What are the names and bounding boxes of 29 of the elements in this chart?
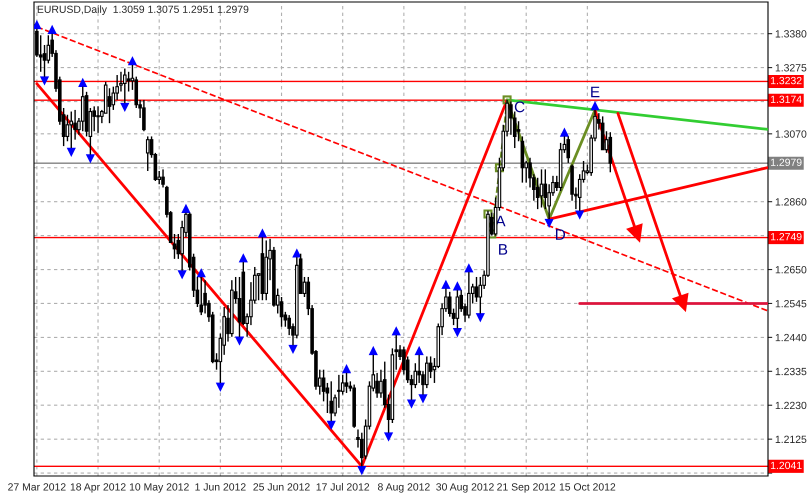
y-tick-label: 1.3070 [776,130,806,138]
x-tick-label: 15 Oct 2012 [560,483,616,491]
x-tick-label: 21 Sep 2012 [497,483,556,493]
x-tick-label: 25 Jun 2012 [253,483,310,491]
x-tick-label: 8 Aug 2012 [378,483,430,493]
ref-line-label: 1.2749 [770,232,802,240]
x-tick-label: 18 Apr 2012 [70,483,126,493]
ref-line-label: 1.3174 [770,96,802,104]
ref-line-label: 1.2979 [770,158,802,166]
y-tick-label: 1.2545 [776,300,806,308]
x-tick-label: 30 Aug 2012 [436,483,494,493]
y-tick-label: 1.2230 [776,402,806,410]
data-label: E [591,86,600,98]
x-tick-label: 17 Jul 2012 [316,482,370,491]
y-tick-label: 1.2125 [776,436,806,444]
ref-line-label: 1.3232 [770,76,802,84]
x-tick-label: 1 Jun 2012 [195,483,246,491]
y-tick-label: 1.2860 [776,198,806,206]
data-label: B [499,244,508,255]
y-tick-label: 1.3380 [776,30,806,38]
y-tick-label: 1.3275 [776,64,806,72]
x-tick-label: 27 Mar 2012 [8,483,66,491]
y-tick-label: 1.2650 [776,266,806,274]
y-tick-label: 1.2335 [776,368,806,376]
x-tick-label: 10 May 2012 [130,483,189,493]
ref-line-label: 1.2041 [770,462,802,470]
data-label: C [514,102,525,112]
chart-title: EURUSD,Daily 1.3059 1.3075 1.2951 1.2979 [38,5,248,16]
y-tick-label: 1.2440 [776,334,806,342]
